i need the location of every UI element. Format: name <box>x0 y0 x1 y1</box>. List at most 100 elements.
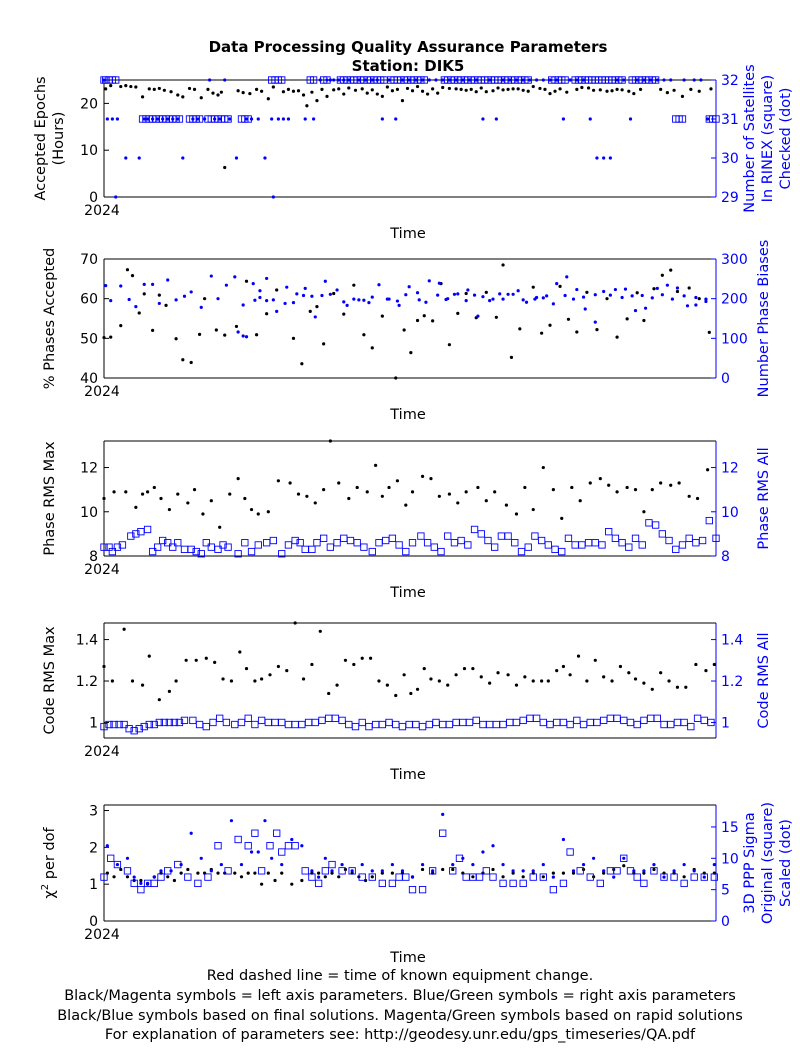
data-point-square <box>700 873 708 881</box>
data-point-dot <box>694 295 698 300</box>
data-point-square <box>439 720 447 729</box>
data-point-square <box>645 519 653 527</box>
data-point-dot <box>420 474 425 478</box>
data-point-dot <box>280 871 284 875</box>
data-point-dot <box>496 671 500 675</box>
data-point-square <box>180 545 189 554</box>
data-point-square <box>491 543 499 551</box>
data-point-square <box>112 76 120 84</box>
data-point-square <box>492 720 501 729</box>
data-point-dot <box>672 869 676 873</box>
data-point-dot <box>270 856 274 860</box>
data-point-dot <box>196 117 200 121</box>
data-point-square <box>470 525 479 534</box>
data-point-dot <box>156 117 160 121</box>
data-point-square <box>135 725 143 733</box>
data-point-dot <box>330 871 334 875</box>
data-point-dot <box>447 86 452 91</box>
y-left-tick-label: 1 <box>89 715 98 731</box>
data-point-square <box>439 829 447 837</box>
data-point-dot <box>223 165 227 170</box>
data-point-dot <box>491 844 495 848</box>
data-point-square <box>408 539 417 547</box>
data-point-dot <box>305 104 309 108</box>
y-left-tick-label: 10 <box>80 505 98 521</box>
data-point-dot <box>199 856 203 860</box>
data-point-dot <box>318 78 322 82</box>
data-point-dot <box>357 78 361 82</box>
data-point-dot <box>256 850 260 854</box>
data-point-square <box>157 873 165 881</box>
data-point-square <box>371 720 380 729</box>
data-point-square <box>593 718 601 727</box>
data-point-dot <box>575 78 579 82</box>
data-point-dot <box>608 293 612 297</box>
data-point-square <box>667 720 675 729</box>
data-point-square <box>512 718 521 727</box>
data-point-dot <box>585 290 589 294</box>
data-point-dot <box>709 87 713 91</box>
data-point-square <box>445 720 454 729</box>
data-point-dot <box>558 87 562 91</box>
data-point-dot <box>706 117 710 121</box>
data-point-dot <box>504 503 509 507</box>
data-point-square <box>559 879 568 888</box>
data-point-square <box>241 539 249 547</box>
data-point-dot <box>285 285 289 289</box>
data-point-dot <box>124 84 128 88</box>
data-point-dot <box>182 294 187 298</box>
data-point-square <box>313 539 321 547</box>
x-tick-label: 2024 <box>84 562 120 578</box>
data-point-dot <box>424 300 428 304</box>
data-point-dot <box>137 311 141 315</box>
data-point-dot <box>407 78 411 82</box>
data-point-square <box>504 532 512 540</box>
data-point-dot <box>238 650 242 654</box>
data-point-dot <box>541 465 545 470</box>
data-point-dot <box>260 882 264 886</box>
data-point-dot <box>581 295 586 299</box>
data-point-dot <box>301 93 306 97</box>
data-point-square <box>672 545 680 554</box>
data-point-dot <box>330 869 334 873</box>
data-point-dot <box>461 856 465 860</box>
y-right-label: Original (square) <box>760 802 776 924</box>
data-point-square <box>262 539 271 547</box>
data-point-square <box>651 521 660 529</box>
data-point-dot <box>675 286 680 290</box>
data-point-dot <box>561 837 566 842</box>
data-point-dot <box>367 301 371 305</box>
data-point-dot <box>635 78 639 82</box>
data-point-square <box>100 873 108 881</box>
data-point-dot <box>291 301 296 305</box>
data-point-dot <box>375 78 379 82</box>
data-point-dot <box>555 78 559 82</box>
data-point-dot <box>271 298 275 302</box>
data-point-dot <box>110 679 114 683</box>
data-point-square <box>254 541 262 549</box>
data-point-dot <box>501 297 505 301</box>
data-point-dot <box>462 666 467 671</box>
data-point-dot <box>323 856 327 860</box>
data-point-dot <box>288 481 292 485</box>
data-point-dot <box>134 305 138 309</box>
data-point-square <box>301 545 309 554</box>
data-point-dot <box>152 485 156 490</box>
data-point-dot <box>216 297 220 301</box>
footer-note-1: Red dashed line = time of known equipmen… <box>206 968 594 984</box>
data-point-dot <box>380 871 384 875</box>
data-point-dot <box>112 490 116 494</box>
data-point-square <box>499 879 507 888</box>
data-point-square <box>231 720 239 729</box>
data-point-square <box>165 718 174 727</box>
data-point-dot <box>233 275 237 279</box>
data-point-dot <box>276 479 280 483</box>
data-point-dot <box>239 862 244 867</box>
data-point-dot <box>161 117 165 121</box>
data-point-square <box>108 547 117 556</box>
data-point-dot <box>214 328 218 332</box>
data-point-dot <box>583 307 587 311</box>
data-point-dot <box>506 673 510 677</box>
data-point-dot <box>598 88 602 92</box>
